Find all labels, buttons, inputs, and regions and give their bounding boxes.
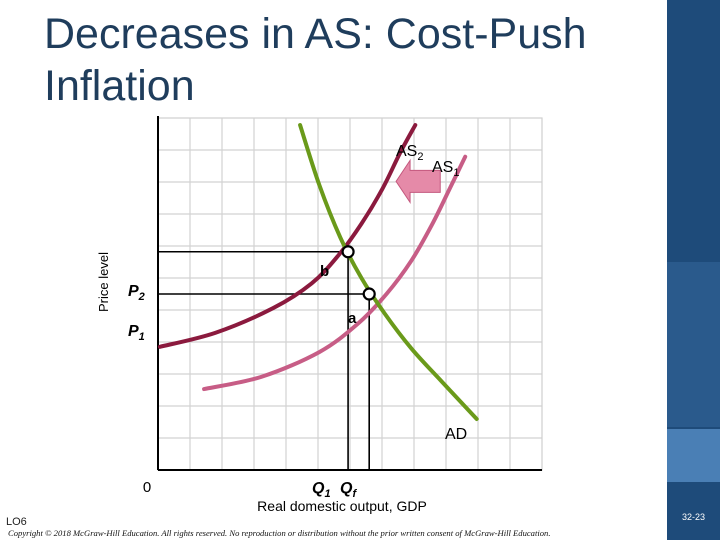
y-tick-label-p1: P1 <box>128 323 145 343</box>
as1-label-main: AS <box>432 159 453 176</box>
as2-label-sub: 2 <box>417 151 423 163</box>
q1-sub: 1 <box>324 488 330 500</box>
chart-guide-lines <box>158 250 371 470</box>
as1-label-sub: 1 <box>453 167 459 179</box>
chart-points <box>341 245 376 301</box>
x-tick-label-q1: Q1 <box>312 480 331 500</box>
origin-label: 0 <box>143 479 151 496</box>
sidebar-block-top <box>667 0 720 260</box>
ad-curve-label: AD <box>445 426 467 443</box>
as2-label-main: AS <box>396 143 417 160</box>
y-tick-label-p2: P2 <box>128 283 145 303</box>
shift-arrow <box>395 158 441 205</box>
page-title: Decreases in AS: Cost-Push Inflation <box>44 10 587 110</box>
qf-main: Q <box>340 480 353 497</box>
page-number: 32-23 <box>681 512 706 522</box>
side-bar: 32-23 <box>667 0 720 540</box>
copyright-notice: Copyright © 2018 McGraw-Hill Education. … <box>8 528 551 538</box>
x-tick-label-qf: Qf <box>340 480 357 500</box>
p2-main: P <box>128 283 139 300</box>
point-label-a: a <box>348 310 357 327</box>
sidebar-block-bottom <box>667 484 720 540</box>
chart-shift-arrow-layer <box>395 158 441 205</box>
curve-as1 <box>202 154 468 392</box>
learning-objective-label: LO6 <box>6 516 27 528</box>
p2-sub: 2 <box>138 291 145 303</box>
curve-as2 <box>157 123 418 349</box>
sidebar-block-light <box>667 429 720 482</box>
point-label-b: b <box>320 263 329 280</box>
y-axis-label: Price level <box>96 252 111 312</box>
sidebar-block-mid <box>667 262 720 427</box>
as1-curve-label: AS1 <box>432 159 459 179</box>
point-marker-a <box>362 287 376 301</box>
q1-main: Q <box>312 480 325 497</box>
qf-sub: f <box>352 488 357 500</box>
chart-axes <box>157 116 542 471</box>
point-marker-b <box>341 245 355 259</box>
as2-curve-label: AS2 <box>396 143 423 163</box>
p1-sub: 1 <box>139 331 145 343</box>
x-axis-label: Real domestic output, GDP <box>257 498 427 514</box>
p1-main: P <box>128 323 139 340</box>
